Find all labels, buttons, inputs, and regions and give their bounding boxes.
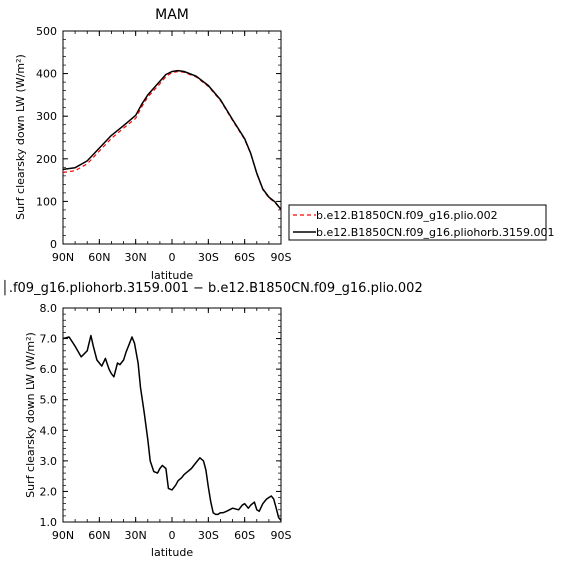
legend-box	[288, 204, 547, 241]
top-series-line-0	[62, 70, 282, 211]
legend-label-plio: b.e12.B1850CN.f09_g16.plio.002	[316, 209, 498, 222]
top-y-tick-label: 0	[50, 238, 57, 251]
bottom-y-tick-label: 4.0	[40, 424, 58, 437]
bottom-x-tick-label: 0	[169, 529, 176, 542]
bottom-x-tick-label: 30S	[198, 529, 219, 542]
top-chart-title: MAM	[155, 7, 189, 23]
top-x-axis: 90N 60N 30N 0 30S 60S 90S	[52, 31, 292, 264]
bottom-series-line-0	[62, 334, 282, 521]
bottom-y-tick-label: 2.0	[40, 485, 58, 498]
top-x-tick-label: 60N	[88, 251, 110, 264]
top-x-axis-label: latitude	[151, 269, 193, 282]
top-y-axis: 0 100 200 300 400 500	[36, 25, 281, 251]
bottom-x-tick-label: 30N	[125, 529, 147, 542]
top-x-tick-label: 0	[169, 251, 176, 264]
bottom-y-tick-label: 6.0	[40, 363, 58, 376]
top-chart: MAM 90N 60N 30N 0 30S 60S 90S 0 100 200 300 400 500…	[14, 7, 292, 282]
top-y-tick-label: 500	[36, 25, 57, 38]
legend-label-pliohorb: b.e12.B1850CN.f09_g16.pliohorb.3159.001	[316, 226, 555, 239]
top-y-tick-label: 400	[36, 68, 57, 81]
bottom-y-axis-label: Surf clearsky down LW (W/m²)	[24, 332, 37, 498]
bottom-y-tick-label: 3.0	[40, 455, 58, 468]
top-y-tick-label: 300	[36, 110, 57, 123]
bottom-x-tick-label: 90S	[271, 529, 292, 542]
legend: b.e12.B1850CN.f09_g16.plio.002 b.e12.B18…	[288, 204, 555, 241]
bottom-y-tick-label: 8.0	[40, 302, 58, 315]
top-x-tick-label: 30S	[198, 251, 219, 264]
bottom-y-tick-label: 5.0	[40, 394, 58, 407]
top-y-tick-label: 200	[36, 153, 57, 166]
bottom-y-axis: 1.0 2.0 3.0 4.0 5.0 6.0 7.0 8.0	[40, 302, 281, 529]
top-series-lines	[62, 69, 282, 211]
top-x-tick-label: 90N	[52, 251, 74, 264]
top-series-line-1	[62, 69, 282, 210]
top-x-tick-label: 60S	[234, 251, 255, 264]
bottom-x-tick-label: 90N	[52, 529, 74, 542]
bottom-y-tick-label: 7.0	[40, 333, 58, 346]
bottom-chart: │.f09_g16.pliohorb.3159.001 − b.e12.B185…	[1, 279, 423, 559]
top-x-tick-label: 90S	[271, 251, 292, 264]
top-y-axis-label: Surf clearsky down LW (W/m²)	[14, 54, 27, 220]
bottom-series-lines	[62, 334, 282, 521]
bottom-chart-title: │.f09_g16.pliohorb.3159.001 − b.e12.B185…	[1, 279, 423, 296]
bottom-x-tick-label: 60N	[88, 529, 110, 542]
bottom-y-tick-label: 1.0	[40, 516, 58, 529]
bottom-x-axis-label: latitude	[151, 546, 193, 559]
top-y-tick-label: 100	[36, 195, 57, 208]
top-x-tick-label: 30N	[125, 251, 147, 264]
bottom-x-tick-label: 60S	[234, 529, 255, 542]
top-plot-frame	[62, 30, 282, 245]
bottom-x-axis: 90N 60N 30N 0 30S 60S 90S	[52, 308, 292, 542]
